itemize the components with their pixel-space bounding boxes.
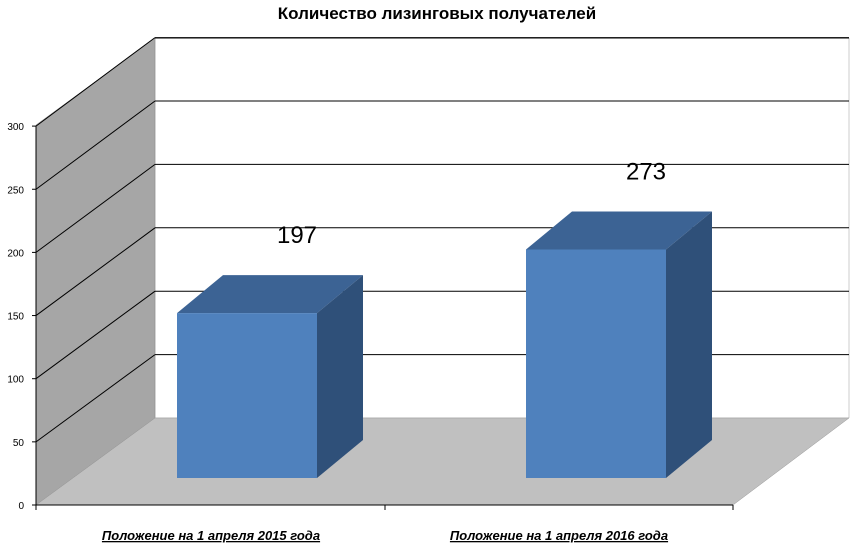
- side-gridline: [35, 163, 156, 253]
- y-tick-label: 0: [18, 501, 24, 512]
- y-tick-label: 150: [7, 312, 24, 323]
- side-gridline: [35, 37, 156, 127]
- bar-side: [317, 275, 363, 478]
- side-gridline: [35, 354, 156, 443]
- data-label: 273: [626, 158, 666, 185]
- bars: [177, 211, 712, 478]
- y-axis-ticks: 0 50 100 150 200 250 300: [7, 122, 734, 512]
- y-tick-label: 50: [13, 438, 25, 449]
- y-tick-label: 200: [7, 248, 24, 259]
- bar-top: [526, 211, 712, 250]
- x-axis-category-label: Положение на 1 апреля 2015 года: [102, 528, 320, 543]
- floor: [35, 417, 850, 506]
- y-tick-label: 300: [7, 122, 24, 133]
- chart-walls: [35, 37, 850, 506]
- side-gridline: [35, 290, 156, 380]
- side-gridline: [35, 227, 156, 316]
- side-gridline: [35, 100, 156, 190]
- gridlines: [35, 37, 849, 443]
- data-label: 197: [277, 222, 317, 249]
- x-axis-labels: Положение на 1 апреля 2015 года Положение…: [102, 528, 668, 543]
- data-labels: 197 273: [277, 158, 666, 249]
- y-tick-label: 100: [7, 375, 24, 386]
- x-axis-category-label: Положение на 1 апреля 2016 года: [450, 528, 668, 543]
- bar-top: [177, 275, 363, 314]
- bar-side: [666, 211, 712, 478]
- bar: [526, 249, 666, 478]
- bar: [177, 313, 317, 478]
- chart-title: Количество лизинговых получателей: [278, 4, 596, 23]
- y-tick-label: 250: [7, 185, 24, 196]
